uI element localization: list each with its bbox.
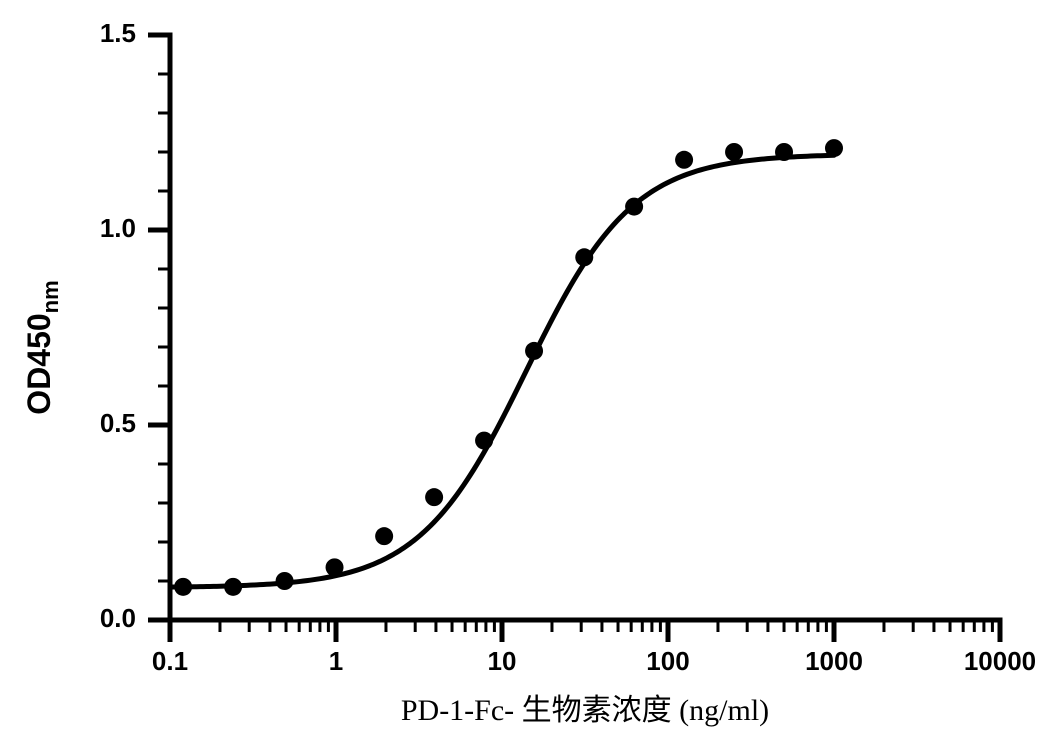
svg-text:10000: 10000: [964, 646, 1036, 676]
svg-text:0.5: 0.5: [100, 408, 136, 438]
svg-text:1000: 1000: [805, 646, 863, 676]
svg-text:0.1: 0.1: [152, 646, 188, 676]
svg-text:100: 100: [646, 646, 689, 676]
svg-text:1: 1: [329, 646, 343, 676]
svg-text:10: 10: [488, 646, 517, 676]
svg-text:0.0: 0.0: [100, 603, 136, 633]
svg-text:PD-1-Fc- 生物素浓度 (ng/ml): PD-1-Fc- 生物素浓度 (ng/ml): [401, 694, 769, 727]
svg-text:1.5: 1.5: [100, 18, 136, 48]
chart-container: 0.00.51.01.50.1110100100010000OD450nmPD-…: [0, 0, 1047, 740]
chart-svg: 0.00.51.01.50.1110100100010000OD450nmPD-…: [0, 0, 1047, 740]
svg-text:1.0: 1.0: [100, 213, 136, 243]
